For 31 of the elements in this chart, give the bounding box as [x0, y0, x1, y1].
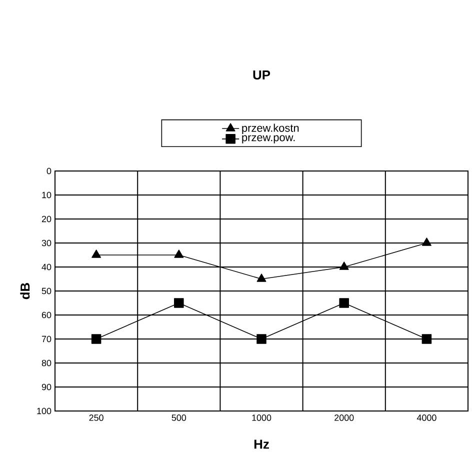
- point: [174, 250, 184, 258]
- y-tick-label: 30: [42, 240, 52, 246]
- point: [91, 334, 102, 344]
- x-tick-label: 1000: [252, 414, 272, 421]
- point: [174, 298, 184, 308]
- y-tick-label: 20: [42, 216, 52, 222]
- point: [92, 250, 102, 258]
- point: [422, 238, 432, 246]
- chart-title: UP: [253, 70, 270, 80]
- point: [422, 334, 432, 344]
- y-tick-label: 70: [42, 336, 52, 342]
- y-tick-label: 90: [42, 384, 52, 390]
- point: [256, 334, 266, 344]
- x-tick-label: 4000: [416, 414, 436, 421]
- point: [256, 274, 266, 282]
- y-tick-label: 0: [46, 168, 52, 174]
- y-axis-title: dB: [20, 282, 30, 300]
- y-tick-label: 40: [42, 264, 52, 270]
- y-tick-label: 100: [37, 408, 52, 414]
- x-tick-label: 500: [172, 414, 186, 421]
- point: [339, 298, 349, 308]
- y-tick-label: 10: [42, 192, 52, 198]
- y-tick-label: 60: [42, 312, 52, 318]
- x-tick-label: 250: [89, 414, 104, 421]
- legend-label: przew.kostn: [242, 124, 299, 134]
- x-tick-label: 2000: [334, 414, 354, 421]
- x-axis-title: Hz: [254, 440, 269, 449]
- legend-label: przew.pow.: [242, 135, 295, 144]
- point: [339, 262, 349, 270]
- y-tick-label: 80: [42, 360, 52, 366]
- y-tick-label: 50: [42, 288, 52, 294]
